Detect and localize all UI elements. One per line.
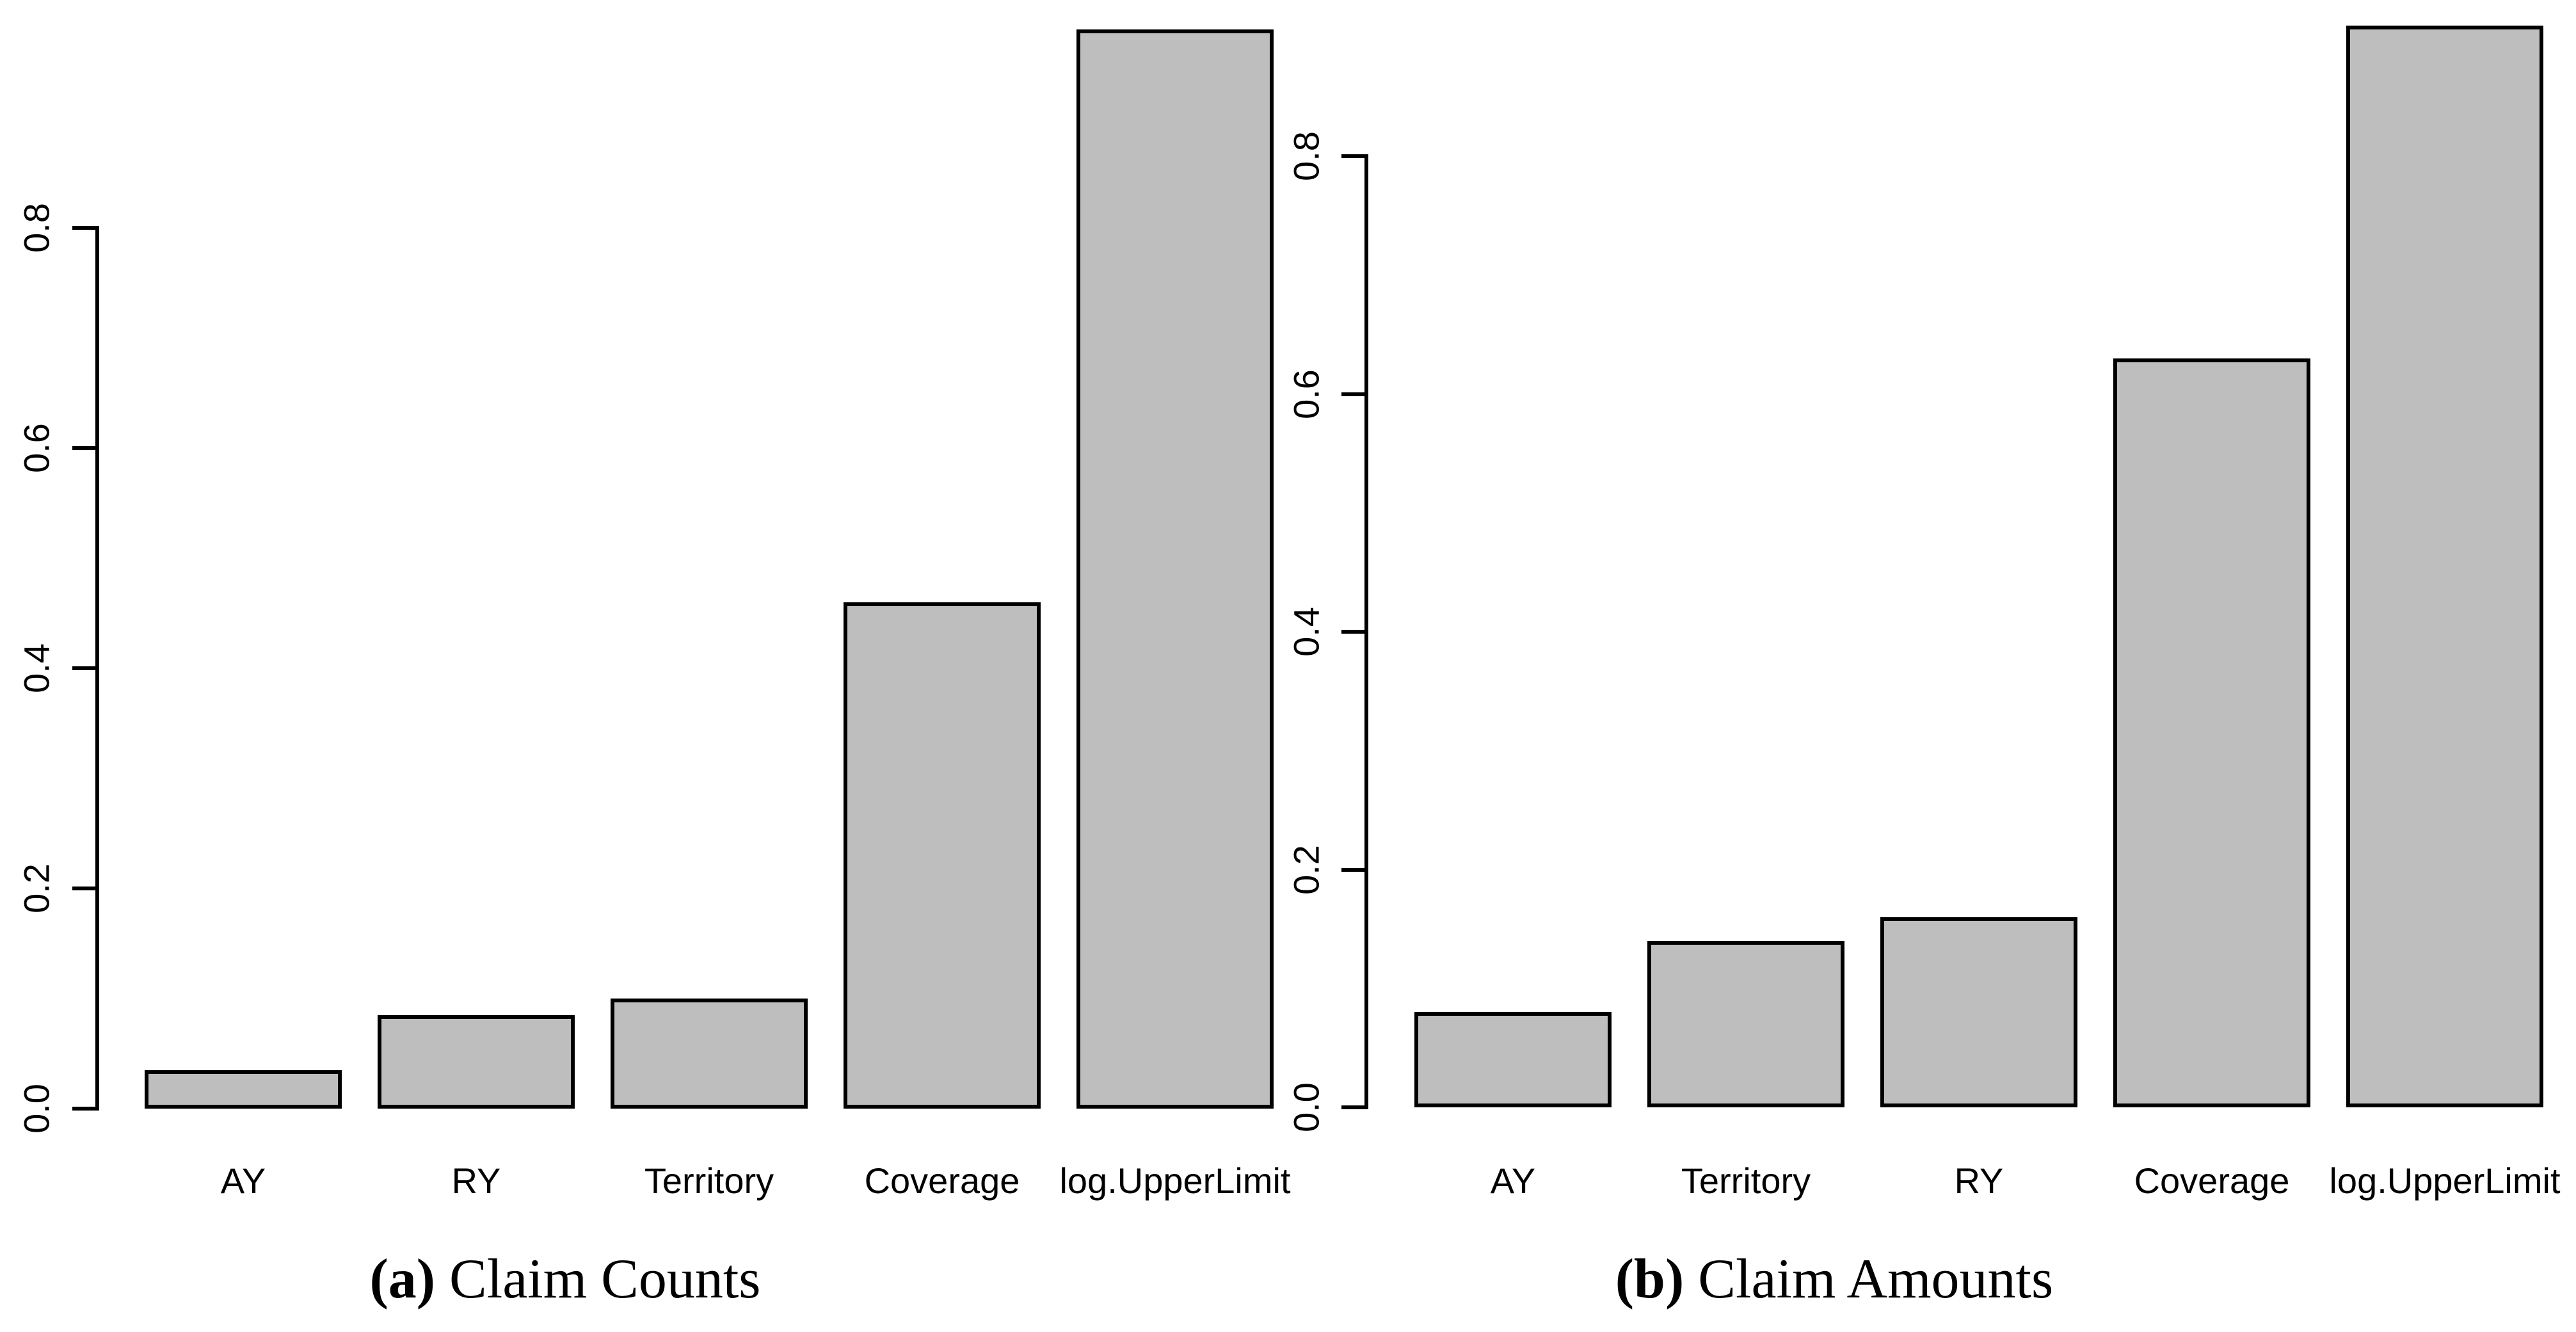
category-label-ay: AY [220,1160,266,1201]
bar-ry [378,1015,575,1109]
y-axis-line [95,226,99,1111]
category-label-ry: RY [1954,1160,2004,1201]
category-label-territory: Territory [644,1160,774,1201]
category-label-territory: Territory [1681,1160,1811,1201]
y-axis-tick [1341,867,1364,872]
y-axis-tick-label: 0.6 [16,423,57,473]
bar-ay [145,1070,342,1109]
y-axis-tick [72,666,95,670]
y-axis-tick [72,1107,95,1111]
category-label-ry: RY [451,1160,501,1201]
category-label-log-upperlimit: log.UpperLimit [1059,1160,1291,1201]
y-axis-tick-label: 0.0 [16,1084,57,1134]
caption-claim-amounts: (b) Claim Amounts [1615,1247,2054,1312]
category-label-log-upperlimit: log.UpperLimit [2329,1160,2561,1201]
category-label-ay: AY [1490,1160,1536,1201]
bar-ay [1414,1012,1612,1107]
bar-log-upperlimit [2346,26,2543,1107]
y-axis-tick [1341,154,1364,158]
bar-territory [611,999,808,1109]
y-axis-tick-label: 0.4 [1286,607,1327,657]
y-axis-tick-label: 0.6 [1286,369,1327,419]
y-axis-tick-label: 0.8 [16,203,57,253]
category-label-coverage: Coverage [864,1160,1020,1201]
y-axis-tick [1341,1105,1364,1109]
y-axis-line [1364,154,1368,1109]
y-axis-tick [72,887,95,890]
y-axis-tick [1341,630,1364,634]
y-axis-tick-label: 0.2 [1286,844,1327,895]
y-axis-tick [1341,392,1364,396]
y-axis-tick-label: 0.0 [1286,1082,1327,1132]
y-axis-tick [72,446,95,450]
y-axis-tick [72,226,95,230]
y-axis-tick-label: 0.2 [16,863,57,913]
category-label-coverage: Coverage [2134,1160,2290,1201]
caption-text-a: Claim Counts [449,1248,761,1310]
bar-log-upperlimit [1076,29,1274,1109]
caption-label-a: (a) [369,1248,436,1310]
bar-coverage [844,602,1041,1109]
caption-claim-counts: (a) Claim Counts [369,1247,760,1312]
caption-label-b: (b) [1615,1248,1684,1310]
y-axis-tick-label: 0.4 [16,643,57,693]
bar-coverage [2113,358,2310,1107]
bar-territory [1647,941,1844,1107]
caption-text-b: Claim Amounts [1698,1248,2054,1310]
y-axis-tick-label: 0.8 [1286,131,1327,181]
bar-ry [1880,917,2077,1107]
